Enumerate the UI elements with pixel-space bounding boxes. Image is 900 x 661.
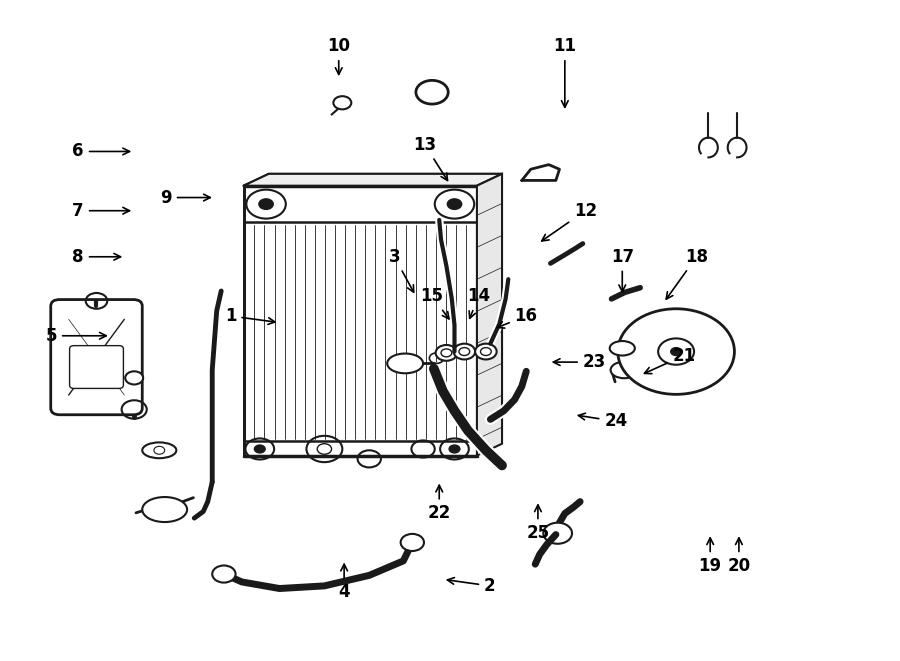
Ellipse shape	[609, 341, 634, 356]
Text: 8: 8	[72, 248, 121, 266]
Circle shape	[670, 348, 681, 356]
Text: 22: 22	[428, 485, 451, 522]
Text: 3: 3	[389, 248, 414, 292]
Text: 7: 7	[72, 202, 130, 219]
Text: 19: 19	[698, 538, 722, 575]
Circle shape	[449, 445, 460, 453]
Circle shape	[436, 345, 457, 361]
Circle shape	[454, 344, 475, 360]
Circle shape	[416, 81, 448, 104]
Ellipse shape	[142, 497, 187, 522]
Text: 1: 1	[225, 307, 274, 325]
Circle shape	[255, 445, 266, 453]
Bar	[244, 186, 477, 455]
Circle shape	[259, 199, 274, 210]
Text: 13: 13	[413, 136, 447, 180]
Text: 5: 5	[46, 327, 106, 345]
Polygon shape	[477, 174, 502, 455]
Circle shape	[447, 199, 462, 210]
Text: 20: 20	[727, 538, 751, 575]
FancyBboxPatch shape	[69, 346, 123, 389]
Text: 2: 2	[447, 577, 496, 595]
Polygon shape	[244, 174, 502, 186]
Text: 16: 16	[498, 307, 537, 328]
Text: 15: 15	[420, 288, 449, 319]
Ellipse shape	[610, 362, 637, 378]
Circle shape	[475, 344, 497, 360]
Circle shape	[125, 371, 143, 385]
Text: 25: 25	[526, 505, 550, 542]
Text: 18: 18	[666, 248, 708, 299]
Circle shape	[400, 534, 424, 551]
Text: 10: 10	[328, 37, 350, 75]
Text: 14: 14	[467, 288, 491, 319]
Ellipse shape	[142, 442, 176, 458]
Text: 21: 21	[644, 346, 696, 373]
Text: 11: 11	[554, 37, 576, 107]
Ellipse shape	[387, 354, 423, 373]
Text: 12: 12	[542, 202, 597, 241]
Text: 9: 9	[160, 188, 211, 206]
FancyBboxPatch shape	[50, 299, 142, 414]
Circle shape	[333, 96, 351, 109]
Text: 23: 23	[554, 353, 606, 371]
Circle shape	[617, 309, 734, 395]
Text: 6: 6	[72, 143, 130, 161]
Text: 4: 4	[338, 564, 350, 602]
Circle shape	[544, 523, 572, 544]
Text: 17: 17	[611, 248, 634, 292]
Text: 24: 24	[579, 412, 627, 430]
Circle shape	[212, 565, 236, 582]
